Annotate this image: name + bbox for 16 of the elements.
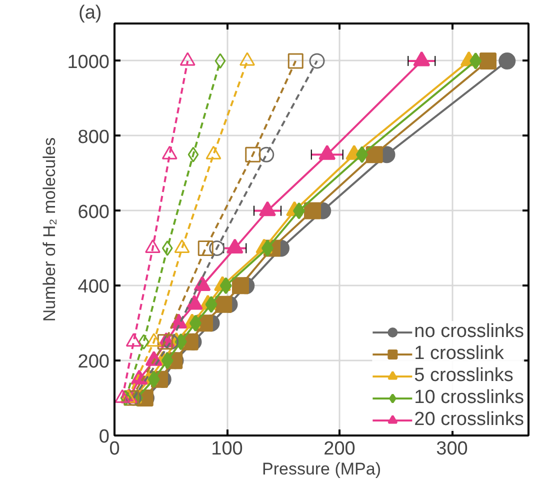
text: (a): [78, 2, 102, 24]
legend-label: 1 crosslink: [414, 343, 504, 365]
x-tick-label: 200: [324, 438, 356, 460]
y-tick-label: 600: [78, 202, 110, 223]
x-axis-title: Pressure (MPa): [262, 460, 382, 478]
legend-label: 20 crosslinks: [414, 409, 524, 431]
y-tick-label: 800: [78, 126, 110, 148]
y-tick-label: 400: [78, 276, 110, 298]
y-tick-label: 200: [78, 352, 110, 373]
x-tick-label: 100: [211, 438, 243, 460]
y-axis-title: Number of H₂ molecules: [40, 137, 60, 322]
legend-label: 10 crosslinks: [414, 387, 524, 409]
x-tick-label: 300: [436, 438, 468, 460]
y-tick-label: 1000: [67, 52, 110, 73]
legend-label: no crosslinks: [414, 321, 524, 343]
legend-label: 5 crosslinks: [414, 365, 514, 387]
